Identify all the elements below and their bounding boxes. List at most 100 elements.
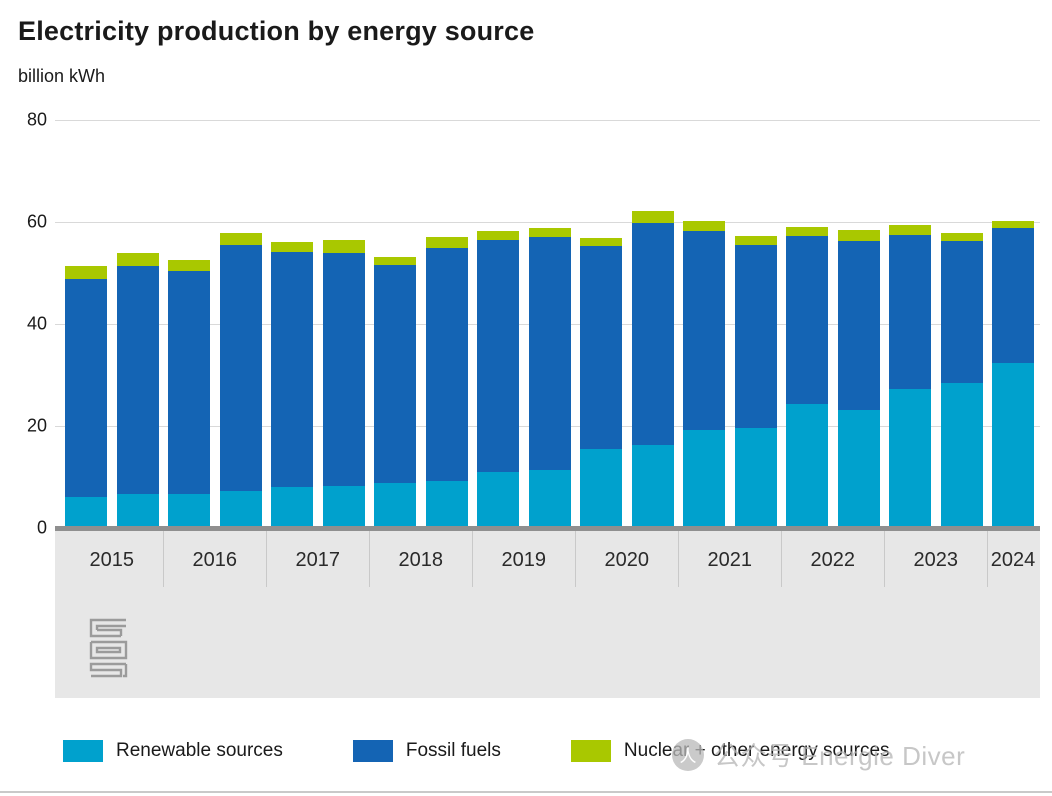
bar-segment bbox=[734, 245, 777, 429]
bar-segment bbox=[528, 236, 571, 471]
year-separator bbox=[163, 531, 165, 587]
year-label-2016: 2016 bbox=[192, 549, 238, 571]
unit-label: billion kWh bbox=[18, 66, 106, 86]
legend-label-fossil: Fossil fuels bbox=[405, 740, 501, 761]
bar-segment bbox=[683, 230, 725, 431]
stacked-bar-17 bbox=[940, 233, 983, 528]
year-separator bbox=[472, 531, 474, 587]
year-label-2024: 2024 bbox=[990, 549, 1036, 571]
stacked-bar-6 bbox=[374, 256, 416, 528]
year-label-2017: 2017 bbox=[295, 549, 341, 571]
stacked-bar-3 bbox=[219, 232, 262, 528]
stacked-bar-18 bbox=[992, 221, 1034, 528]
bar-segment bbox=[786, 227, 828, 236]
bar-segment bbox=[65, 278, 107, 497]
stacked-bar-5 bbox=[322, 239, 365, 528]
bar-segment bbox=[322, 485, 365, 528]
stacked-bar-16 bbox=[889, 224, 931, 528]
year-separator bbox=[987, 531, 989, 587]
bar-segment bbox=[889, 234, 931, 389]
year-separator bbox=[575, 531, 577, 587]
stacked-bar-8 bbox=[477, 230, 519, 528]
bar-segment bbox=[683, 220, 725, 231]
cbs-logo bbox=[89, 618, 128, 678]
bar-segment bbox=[477, 230, 519, 240]
bar-segment bbox=[940, 241, 983, 384]
bar-segment bbox=[477, 239, 519, 472]
legend-swatch-nuclear bbox=[570, 740, 611, 762]
wechat-account-icon: 人 bbox=[672, 738, 704, 771]
bar-segment bbox=[734, 235, 777, 246]
bar-segment bbox=[271, 252, 313, 487]
x-axis-band: 2015 2016 2017 2018 2019 2020 2021 2022 2023 2024 bbox=[55, 531, 1040, 698]
stacked-bar-1 bbox=[116, 252, 159, 528]
stacked-bar-9 bbox=[528, 228, 571, 528]
bar-segment bbox=[116, 265, 159, 495]
year-label-2020: 2020 bbox=[604, 549, 650, 571]
legend-swatch-fossil bbox=[352, 740, 393, 762]
bar-segment bbox=[580, 448, 622, 528]
bar-segment bbox=[683, 430, 725, 528]
year-separator bbox=[781, 531, 783, 587]
bar-segment bbox=[65, 496, 107, 528]
year-separator bbox=[266, 531, 268, 587]
bar-segment bbox=[219, 232, 262, 246]
stacked-bar-10 bbox=[580, 238, 622, 528]
bar-segment bbox=[631, 445, 674, 528]
bar-segment bbox=[168, 260, 210, 271]
bar-segment bbox=[837, 230, 880, 242]
bar-segment bbox=[219, 491, 262, 528]
bar-segment bbox=[271, 241, 313, 253]
legend-label-renewable: Renewable sources bbox=[116, 740, 283, 761]
bar-segment bbox=[528, 228, 571, 237]
legend-swatch-renewable bbox=[63, 740, 103, 762]
bar-segment bbox=[477, 471, 519, 528]
stacked-bar-15 bbox=[837, 230, 880, 528]
bar-segment bbox=[837, 241, 880, 411]
x-axis-line bbox=[55, 526, 1040, 531]
bar-segment bbox=[528, 470, 571, 528]
legend-item-renewable: Renewable sources bbox=[63, 740, 283, 762]
plot-area: 0 20 40 60 80 bbox=[27, 110, 1040, 538]
chart-title: Electricity production by energy source bbox=[18, 16, 535, 46]
bar-segment bbox=[580, 238, 622, 247]
year-label-2023: 2023 bbox=[913, 549, 959, 571]
year-separator bbox=[884, 531, 886, 587]
stacked-bar-7 bbox=[425, 237, 468, 528]
bottom-divider bbox=[0, 791, 1052, 793]
bar-segment bbox=[631, 223, 674, 446]
stacked-bar-2 bbox=[168, 260, 210, 528]
bar-segment bbox=[65, 265, 107, 279]
bar-segment bbox=[580, 246, 622, 449]
bar-segment bbox=[889, 224, 931, 235]
year-label-2015: 2015 bbox=[89, 549, 135, 571]
bar-segment bbox=[168, 494, 210, 528]
stacked-bar-13 bbox=[734, 235, 777, 528]
stacked-bar-12 bbox=[683, 220, 725, 528]
gridline-60 bbox=[55, 222, 1040, 223]
bar-segment bbox=[425, 237, 468, 249]
bar-segment bbox=[631, 210, 674, 224]
bar-segment bbox=[374, 264, 416, 484]
bar-segment bbox=[116, 252, 159, 266]
bar-segment bbox=[940, 233, 983, 242]
bar-segment bbox=[940, 383, 983, 528]
bar-segment bbox=[322, 239, 365, 253]
bar-segment bbox=[322, 252, 365, 486]
stacked-bar-4 bbox=[271, 241, 313, 528]
bar-segment bbox=[889, 388, 931, 528]
bar-segment bbox=[425, 248, 468, 481]
y-tick-label-0: 0 bbox=[36, 517, 47, 538]
watermark-text: 公众号 Energie Diver bbox=[714, 741, 966, 771]
bar-segment bbox=[374, 483, 416, 528]
y-tick-label-20: 20 bbox=[26, 415, 47, 436]
y-tick-label-60: 60 bbox=[26, 211, 47, 232]
bar-segment bbox=[837, 410, 880, 528]
y-tick-label-80: 80 bbox=[26, 109, 47, 130]
gridline-80 bbox=[55, 120, 1040, 121]
year-label-2018: 2018 bbox=[398, 549, 444, 571]
legend-item-fossil: Fossil fuels bbox=[352, 740, 501, 762]
year-separator bbox=[369, 531, 371, 587]
y-tick-label-40: 40 bbox=[26, 313, 47, 334]
